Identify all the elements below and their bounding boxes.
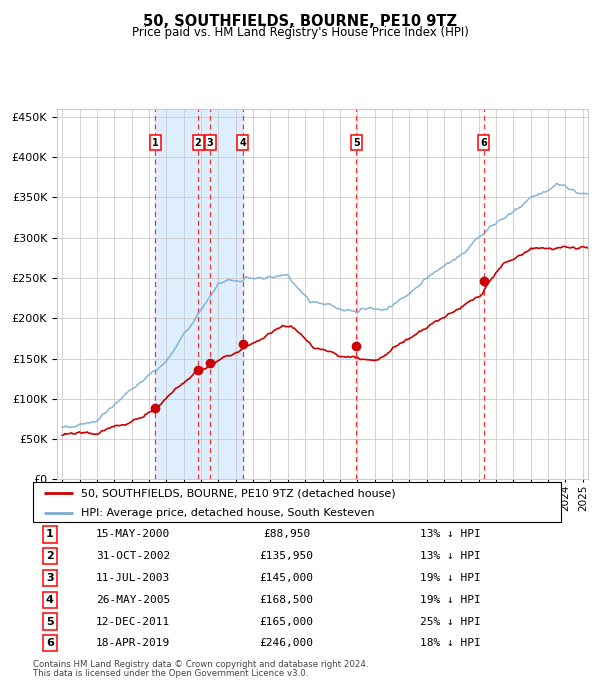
Text: 1: 1 (46, 530, 54, 539)
Text: 19% ↓ HPI: 19% ↓ HPI (420, 573, 481, 583)
Text: 12-DEC-2011: 12-DEC-2011 (96, 617, 170, 626)
Text: 26-MAY-2005: 26-MAY-2005 (96, 595, 170, 605)
Text: 50, SOUTHFIELDS, BOURNE, PE10 9TZ (detached house): 50, SOUTHFIELDS, BOURNE, PE10 9TZ (detac… (80, 488, 395, 498)
Text: 2: 2 (195, 137, 202, 148)
Text: 15-MAY-2000: 15-MAY-2000 (96, 530, 170, 539)
Text: 13% ↓ HPI: 13% ↓ HPI (420, 530, 481, 539)
Text: 4: 4 (239, 137, 246, 148)
Text: 31-OCT-2002: 31-OCT-2002 (96, 551, 170, 561)
Text: £88,950: £88,950 (263, 530, 310, 539)
Text: 6: 6 (481, 137, 487, 148)
FancyBboxPatch shape (33, 482, 561, 522)
Text: £135,950: £135,950 (259, 551, 313, 561)
Text: 3: 3 (207, 137, 214, 148)
Text: 19% ↓ HPI: 19% ↓ HPI (420, 595, 481, 605)
Text: 25% ↓ HPI: 25% ↓ HPI (420, 617, 481, 626)
Text: 13% ↓ HPI: 13% ↓ HPI (420, 551, 481, 561)
Text: HPI: Average price, detached house, South Kesteven: HPI: Average price, detached house, Sout… (80, 508, 374, 518)
Text: 50, SOUTHFIELDS, BOURNE, PE10 9TZ: 50, SOUTHFIELDS, BOURNE, PE10 9TZ (143, 14, 457, 29)
Text: 2: 2 (46, 551, 54, 561)
Text: 18-APR-2019: 18-APR-2019 (96, 639, 170, 648)
Text: 6: 6 (46, 639, 54, 648)
Text: £145,000: £145,000 (259, 573, 313, 583)
Text: 18% ↓ HPI: 18% ↓ HPI (420, 639, 481, 648)
Text: This data is licensed under the Open Government Licence v3.0.: This data is licensed under the Open Gov… (33, 669, 308, 678)
Text: £165,000: £165,000 (259, 617, 313, 626)
Text: 4: 4 (46, 595, 54, 605)
Text: Price paid vs. HM Land Registry's House Price Index (HPI): Price paid vs. HM Land Registry's House … (131, 26, 469, 39)
Bar (155, 109, 242, 479)
Text: 11-JUL-2003: 11-JUL-2003 (96, 573, 170, 583)
Text: 5: 5 (46, 617, 54, 626)
Text: 5: 5 (353, 137, 360, 148)
Text: Contains HM Land Registry data © Crown copyright and database right 2024.: Contains HM Land Registry data © Crown c… (33, 660, 368, 668)
Text: £168,500: £168,500 (259, 595, 313, 605)
Text: £246,000: £246,000 (259, 639, 313, 648)
Text: 3: 3 (46, 573, 54, 583)
Text: 1: 1 (152, 137, 159, 148)
